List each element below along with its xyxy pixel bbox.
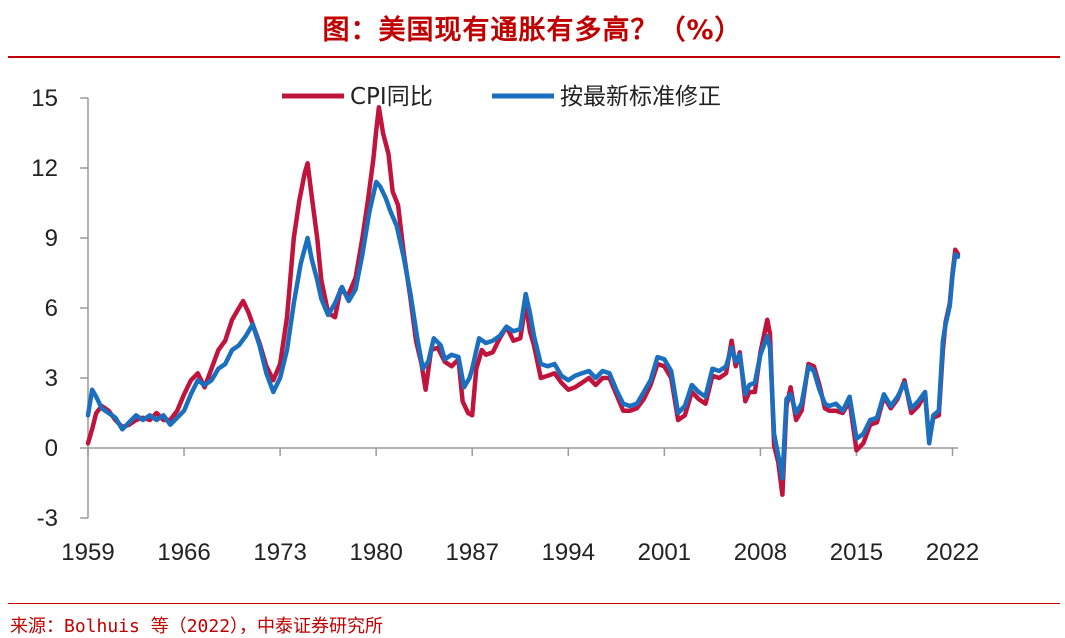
x-tick-label: 1966 xyxy=(157,539,210,566)
y-tick-label: 3 xyxy=(45,365,58,392)
y-tick-label: 0 xyxy=(45,435,58,462)
legend: CPI同比 按最新标准修正 xyxy=(282,84,721,110)
series-layer xyxy=(85,105,961,497)
x-tick-label: 2001 xyxy=(638,539,691,566)
axes-layer: -3 0 3 6 9 12 15 1959 1966 1973 1980 1987 1994 2001 20… xyxy=(31,85,979,566)
x-tick-label: 1994 xyxy=(542,539,595,566)
chart-title: 图：美国现有通胀有多高？（%） xyxy=(322,15,743,46)
y-tick-label: 12 xyxy=(31,155,58,182)
x-tick-label: 1973 xyxy=(253,539,306,566)
x-tick-label: 1959 xyxy=(61,539,114,566)
x-tick-label: 2022 xyxy=(926,539,979,566)
series-line-2 xyxy=(85,179,961,481)
source-note: 来源：Bolhuis 等（2022），中泰证券研究所 xyxy=(10,616,384,637)
legend-label-1: CPI同比 xyxy=(350,84,433,110)
y-tick-label: 9 xyxy=(45,225,58,252)
footer-divider xyxy=(8,603,1060,604)
y-tick-label: -3 xyxy=(37,505,58,532)
x-tick-label: 1980 xyxy=(349,539,402,566)
y-tick-label: 6 xyxy=(45,295,58,322)
x-tick-label: 2008 xyxy=(734,539,787,566)
x-tick-label: 2015 xyxy=(830,539,883,566)
x-tick-label: 1987 xyxy=(446,539,499,566)
y-tick-label: 15 xyxy=(31,85,58,112)
legend-label-2: 按最新标准修正 xyxy=(560,84,721,110)
line-chart: -3 0 3 6 9 12 15 1959 1966 1973 1980 1987 1994 2001 20… xyxy=(31,84,979,566)
title-divider xyxy=(8,56,1060,58)
